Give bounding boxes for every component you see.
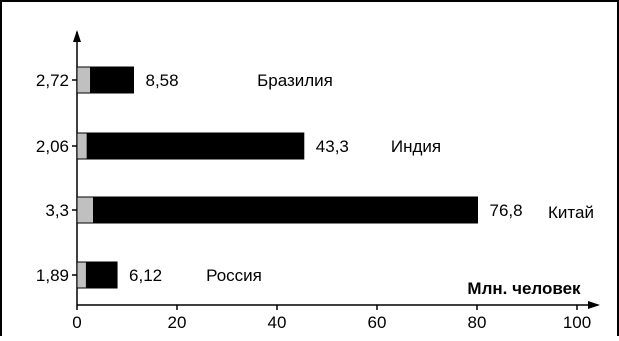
data-label-gray: 2,06 bbox=[36, 137, 69, 156]
data-label-black: 6,12 bbox=[129, 266, 162, 285]
x-tick-label: 40 bbox=[268, 313, 287, 332]
category-label: Бразилия bbox=[257, 71, 333, 90]
data-label-black: 43,3 bbox=[316, 137, 349, 156]
data-label-gray: 2,72 bbox=[36, 71, 69, 90]
chart-bottom-gap bbox=[0, 336, 619, 341]
axes: 0 20 40 60 80 100 bbox=[72, 30, 600, 332]
bars bbox=[76, 66, 478, 289]
x-tick-label: 60 bbox=[368, 313, 387, 332]
category-label: Индия bbox=[391, 137, 441, 156]
bar-segment-black bbox=[86, 132, 305, 160]
y-axis-arrow bbox=[73, 30, 81, 42]
bar-segment-black bbox=[93, 196, 478, 224]
x-tick-label: 20 bbox=[168, 313, 187, 332]
bar-segment-black bbox=[85, 261, 118, 289]
x-tick-label: 80 bbox=[468, 313, 487, 332]
category-label: Китай bbox=[548, 203, 594, 222]
data-label-black: 8,58 bbox=[146, 71, 179, 90]
x-axis-label: Млн. человек bbox=[467, 279, 581, 298]
data-label-gray: 1,89 bbox=[36, 266, 69, 285]
bar-segment-gray bbox=[76, 261, 87, 289]
x-tick-label: 0 bbox=[72, 313, 81, 332]
bar-segment-gray bbox=[76, 132, 88, 160]
bar-segment-gray bbox=[76, 196, 94, 224]
x-axis-arrow bbox=[588, 301, 600, 309]
x-tick-label: 100 bbox=[563, 313, 591, 332]
category-label: Россия bbox=[206, 266, 262, 285]
data-label-black: 76,8 bbox=[490, 201, 523, 220]
data-labels: 2,72 8,58 Бразилия 2,06 43,3 Индия 3,3 76,8 Кита… bbox=[36, 71, 594, 285]
data-label-gray: 3,3 bbox=[45, 201, 69, 220]
bar-segment-gray bbox=[76, 66, 92, 94]
bar-segment-black bbox=[90, 66, 134, 94]
